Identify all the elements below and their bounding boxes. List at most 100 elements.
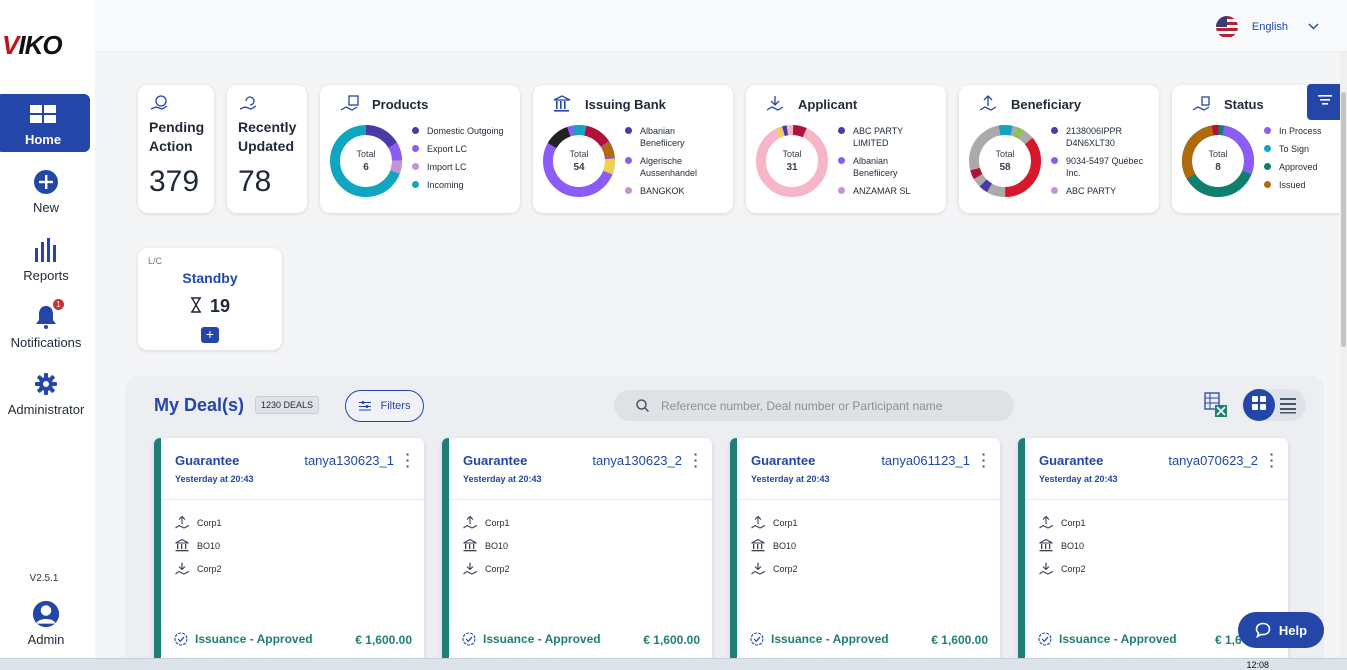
language-selector[interactable]: English — [1215, 16, 1319, 38]
more-options-icon[interactable]: · · · — [405, 446, 411, 474]
deal-bank: BO10 — [1039, 538, 1084, 552]
home-grid-icon — [29, 100, 57, 128]
deals-count-badge: 1230 DEALS — [255, 396, 320, 414]
page-scrollbar[interactable] — [1340, 52, 1347, 670]
user-profile[interactable]: Admin — [0, 600, 92, 647]
applicant-donut — [756, 125, 828, 197]
search-icon — [636, 399, 650, 413]
standby-card[interactable]: L/C Standby 19 + — [138, 248, 282, 350]
sidebar-item-label: Notifications — [10, 335, 82, 350]
sidebar-item-new[interactable]: New — [0, 168, 92, 215]
deal-bank: BO10 — [175, 538, 220, 552]
grid-view-icon — [1251, 395, 1267, 416]
deal-reference: tanya130623_1 — [304, 453, 394, 468]
bank-icon — [175, 538, 190, 552]
search-input[interactable] — [661, 398, 991, 413]
hand-down-arrow-icon — [463, 562, 478, 575]
deal-status: Issuance - Approved — [750, 632, 889, 646]
standby-count: 19 — [209, 296, 231, 316]
applicant-legend: ABC PARTY LIMITED Albanian Benefiicery A… — [838, 125, 934, 203]
user-label: Admin — [27, 632, 65, 647]
deal-type: Guarantee — [1039, 453, 1104, 468]
sidebar-item-home[interactable]: Home — [0, 94, 90, 152]
status-legend: In Process To Sign Approved Issued — [1264, 125, 1347, 203]
list-view-icon[interactable] — [1279, 396, 1297, 414]
beneficiary-total: Total 58 — [995, 149, 1015, 173]
status-total: Total 8 — [1208, 149, 1228, 173]
standby-title: Standby — [182, 270, 238, 286]
more-options-icon[interactable]: · · · — [693, 446, 699, 474]
deal-status-bar — [442, 438, 449, 670]
chat-bubble-icon — [1255, 622, 1271, 639]
my-deals-title: My Deal(s) — [154, 395, 245, 415]
issuing-bank-legend: Albanian Benefiicery Algerische Aussenha… — [625, 125, 721, 203]
check-circle-icon — [1038, 632, 1052, 646]
sidebar-item-notifications[interactable]: 1 Notifications — [0, 299, 92, 350]
help-button[interactable]: Help — [1238, 612, 1324, 648]
issuing-bank-total: Total 54 — [569, 149, 589, 173]
deal-status: Issuance - Approved — [462, 632, 601, 646]
export-excel-icon[interactable] — [1204, 392, 1228, 418]
us-flag-icon — [1215, 16, 1238, 38]
products-title: Products — [372, 96, 429, 112]
beneficiary-donut — [969, 125, 1041, 197]
deal-type: Guarantee — [463, 453, 528, 468]
status-title: Status — [1224, 96, 1264, 112]
add-standby-button[interactable]: + — [201, 327, 219, 343]
hand-up-arrow-icon — [1039, 515, 1054, 529]
hand-up-arrow-icon — [463, 515, 478, 529]
sidebar-item-reports[interactable]: Reports — [0, 236, 92, 283]
pending-action-card[interactable]: Pending Action 379 — [138, 85, 214, 213]
divider — [161, 499, 424, 500]
plus-circle-icon — [32, 168, 60, 196]
applicant-title: Applicant — [798, 96, 858, 112]
deal-applicant: Corp2 — [463, 562, 510, 575]
deal-type: Guarantee — [751, 453, 816, 468]
filters-button[interactable]: Filters — [345, 390, 424, 422]
recently-updated-card[interactable]: Recently Updated 78 — [227, 85, 307, 213]
hand-down-arrow-icon — [1039, 562, 1054, 575]
sidebar: VIKO Home New Reports 1 Notifications Ad… — [0, 0, 95, 670]
deal-date: Yesterday at 20:43 — [1039, 474, 1118, 484]
hand-up-arrow-icon — [979, 95, 999, 113]
divider — [1025, 499, 1288, 500]
sidebar-item-label: Reports — [23, 268, 69, 283]
deal-card[interactable]: Guarantee tanya061123_1 · · · Yesterday at… — [730, 438, 1000, 670]
scrollbar-thumb[interactable] — [1341, 92, 1346, 347]
hand-up-arrow-icon — [175, 515, 190, 529]
notification-badge: 1 — [53, 299, 64, 310]
taskbar-clock: 12:08 — [1246, 660, 1269, 670]
sidebar-item-administrator[interactable]: Administrator — [0, 370, 92, 417]
language-label: English — [1251, 21, 1288, 33]
deal-card[interactable]: Guarantee tanya130623_1 · · · Yesterday at… — [154, 438, 424, 670]
hand-refresh-icon — [239, 95, 259, 111]
hand-down-arrow-icon — [175, 562, 190, 575]
bank-icon — [1039, 538, 1054, 552]
filter-lines-icon — [1317, 93, 1333, 111]
deal-status: Issuance - Approved — [1038, 632, 1177, 646]
dashboard-filter-button[interactable] — [1307, 84, 1343, 120]
deal-card[interactable]: Guarantee tanya130623_2 · · · Yesterday at… — [442, 438, 712, 670]
check-circle-icon — [750, 632, 764, 646]
filters-label: Filters — [380, 400, 411, 412]
deal-status-bar — [154, 438, 161, 670]
deal-applicant: Corp2 — [175, 562, 222, 575]
grid-view-button[interactable] — [1243, 389, 1275, 421]
products-donut — [330, 125, 402, 197]
bank-icon — [463, 538, 478, 552]
recently-updated-label: Recently Updated — [238, 119, 297, 154]
deal-applicant: Corp2 — [751, 562, 798, 575]
more-options-icon[interactable]: · · · — [981, 446, 987, 474]
hourglass-icon — [190, 297, 202, 318]
more-options-icon[interactable]: · · · — [1269, 446, 1275, 474]
beneficiary-card[interactable]: Beneficiary Total 58 2138006IPPR D4N6XLT3… — [959, 85, 1159, 213]
products-card[interactable]: Products Total 6 Domestic Outgoing Export… — [320, 85, 520, 213]
products-total: Total 6 — [356, 149, 376, 173]
issuing-bank-card[interactable]: Issuing Bank Total 54 Albanian Benefiicer… — [533, 85, 733, 213]
hand-down-arrow-icon — [751, 562, 766, 575]
deal-date: Yesterday at 20:43 — [175, 474, 254, 484]
deal-search-box[interactable] — [614, 390, 1014, 421]
sidebar-item-label: New — [32, 200, 59, 215]
applicant-card[interactable]: Applicant Total 31 ABC PARTY LIMITED Alba… — [746, 85, 946, 213]
top-bar: English — [95, 0, 1347, 52]
